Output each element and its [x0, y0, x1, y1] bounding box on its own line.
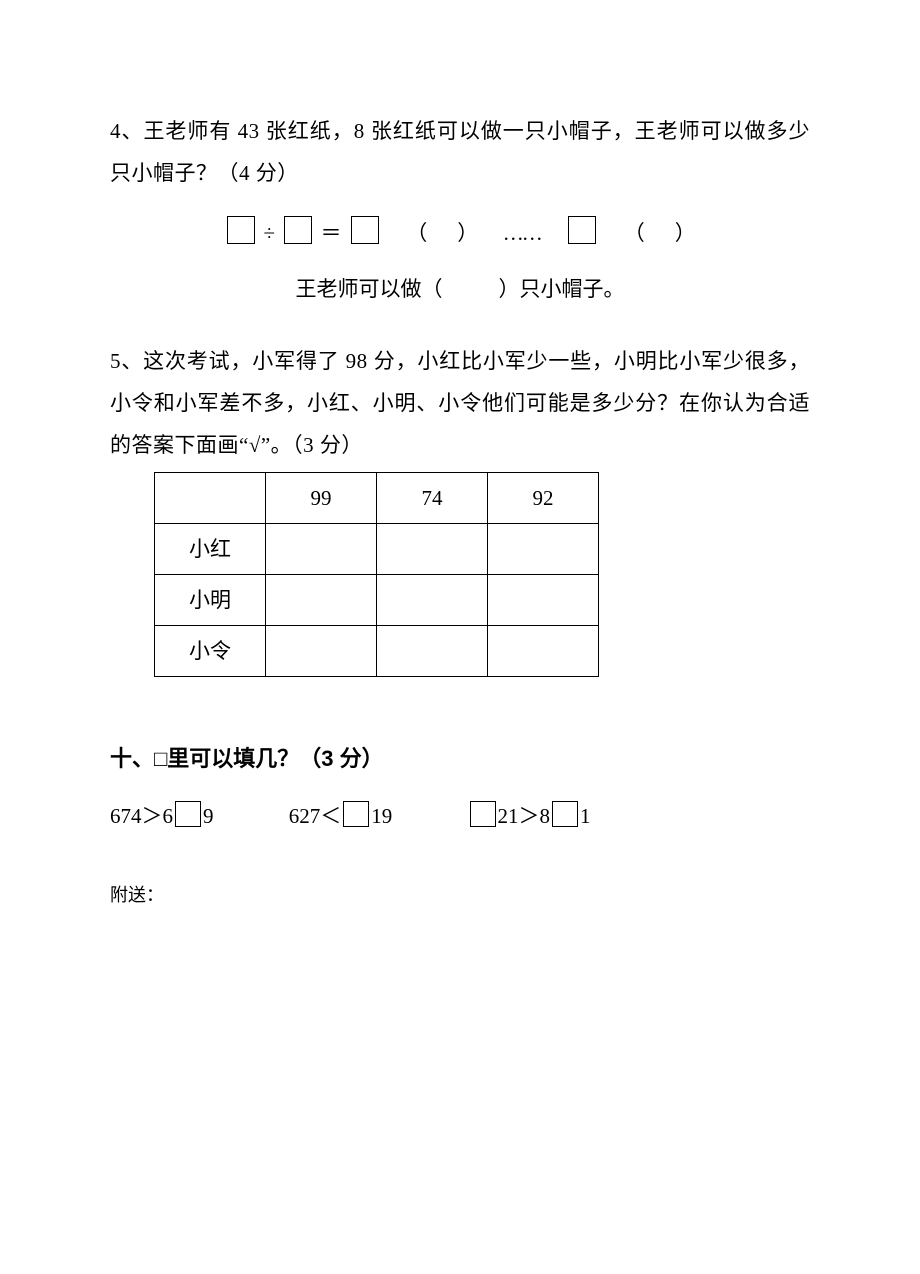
table-cell[interactable]: [377, 524, 488, 575]
table-row: 99 74 92: [155, 473, 599, 524]
equation-box[interactable]: [227, 216, 255, 244]
table-cell: 74: [377, 473, 488, 524]
equals-sign: ＝: [321, 221, 343, 245]
table-cell: 小明: [155, 575, 266, 626]
question-4-text: 4、王老师有 43 张红纸，8 张红纸可以做一只小帽子，王老师可以做多少只小帽子…: [110, 110, 810, 194]
table-row: 小红: [155, 524, 599, 575]
table-cell[interactable]: [377, 575, 488, 626]
question-4-answer-line: 王老师可以做（）只小帽子。: [110, 268, 810, 310]
fill-box[interactable]: [470, 801, 496, 827]
table-cell[interactable]: [488, 524, 599, 575]
remainder-dots: ……: [503, 221, 541, 245]
fill-box[interactable]: [343, 801, 369, 827]
fill-box[interactable]: [175, 801, 201, 827]
section-10-items: 674＞69 627＜19 21＞81: [110, 795, 810, 837]
table-cell: 小红: [155, 524, 266, 575]
table-cell[interactable]: [488, 575, 599, 626]
table-row: 小明: [155, 575, 599, 626]
section-10-heading: 十、□里可以填几？（3 分）: [110, 737, 810, 781]
table-row: 小令: [155, 626, 599, 677]
paren-blank[interactable]: （）: [624, 212, 696, 254]
table-cell: 小令: [155, 626, 266, 677]
table-cell: 92: [488, 473, 599, 524]
equation-box[interactable]: [351, 216, 379, 244]
table-cell[interactable]: [266, 626, 377, 677]
fill-box[interactable]: [552, 801, 578, 827]
equation-box[interactable]: [284, 216, 312, 244]
table-cell: 99: [266, 473, 377, 524]
equation-box[interactable]: [568, 216, 596, 244]
table-cell[interactable]: [488, 626, 599, 677]
inequality-item: 627＜19: [289, 795, 393, 837]
question-4-equation: ÷ ＝ （） …… （）: [110, 212, 810, 254]
table-cell[interactable]: [266, 575, 377, 626]
inequality-item: 674＞69: [110, 795, 214, 837]
paren-blank[interactable]: （）: [406, 212, 478, 254]
question-5-text: 5、这次考试，小军得了 98 分，小红比小军少一些，小明比小军少很多，小令和小军…: [110, 340, 810, 466]
table-cell[interactable]: [266, 524, 377, 575]
footer-note: 附送：: [110, 877, 810, 913]
table-cell: [155, 473, 266, 524]
question-5-table: 99 74 92 小红 小明 小令: [154, 472, 810, 677]
table-cell[interactable]: [377, 626, 488, 677]
divide-sign: ÷: [263, 221, 276, 245]
inequality-item: 21＞81: [468, 795, 591, 837]
